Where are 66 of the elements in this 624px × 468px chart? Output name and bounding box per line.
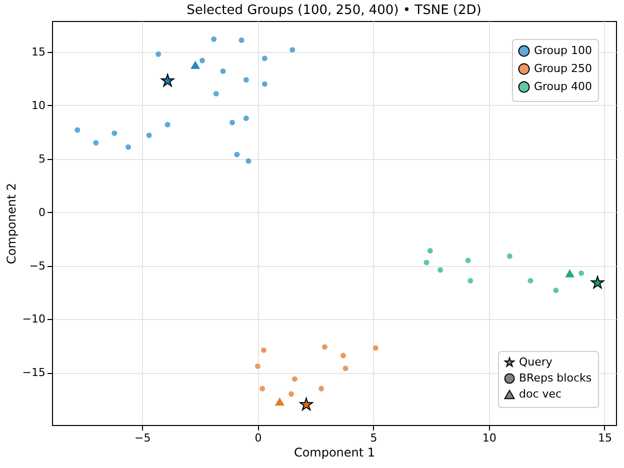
- point: [318, 386, 324, 392]
- point: [292, 376, 298, 382]
- y-tick-label: 15: [32, 45, 46, 58]
- legend-label: Group 250: [534, 62, 592, 75]
- point: [74, 127, 80, 133]
- point: [246, 158, 252, 164]
- point: [254, 363, 260, 369]
- point: [288, 391, 294, 397]
- point: [565, 269, 575, 278]
- y-tick-label: −5: [29, 259, 46, 272]
- point: [300, 398, 313, 410]
- y-tick-label: −10: [22, 312, 46, 326]
- point: [156, 51, 162, 57]
- legend-label: Group 100: [534, 44, 592, 57]
- point: [468, 278, 474, 284]
- point: [322, 344, 328, 350]
- x-axis-title: Component 1: [294, 446, 376, 460]
- x-tick-label: 0: [254, 432, 262, 444]
- point: [93, 140, 99, 146]
- point: [220, 68, 226, 74]
- point: [506, 253, 512, 259]
- point: [200, 58, 205, 64]
- point: [211, 36, 217, 42]
- point: [424, 260, 430, 266]
- y-tick-label: 5: [38, 152, 46, 166]
- y-tick-label: 10: [32, 98, 46, 112]
- point: [238, 38, 244, 43]
- point: [340, 352, 346, 358]
- y-axis-title: Component 2: [4, 182, 18, 264]
- point: [262, 56, 268, 62]
- point: [528, 278, 534, 284]
- x-tick-label: −5: [134, 432, 151, 444]
- x-tick-label: 10: [482, 432, 496, 444]
- point: [230, 120, 236, 126]
- point: [427, 248, 433, 254]
- x-tick-label: 15: [598, 432, 612, 444]
- annotation: BReps blocks: [519, 372, 592, 384]
- point: [243, 116, 249, 121]
- point: [590, 276, 604, 289]
- point: [465, 258, 471, 264]
- point: [243, 77, 249, 83]
- point: [438, 267, 444, 273]
- point: [274, 397, 284, 406]
- annotation: doc vec: [519, 388, 562, 400]
- point: [372, 345, 378, 351]
- point: [213, 90, 219, 96]
- chart-title: Selected Groups (100, 250, 400) • TSNE (2D): [186, 3, 482, 18]
- legend-label: Group 400: [534, 80, 592, 93]
- annotation: Query: [519, 356, 553, 368]
- point: [126, 144, 132, 150]
- point: [260, 347, 266, 353]
- point: [146, 132, 152, 138]
- point: [260, 386, 266, 392]
- point: [578, 270, 584, 276]
- point: [112, 130, 118, 136]
- point: [234, 152, 240, 158]
- x-tick-label: 5: [370, 432, 378, 444]
- point: [262, 81, 268, 87]
- point: [342, 366, 348, 372]
- y-tick-label: 0: [38, 206, 46, 219]
- point: [553, 288, 559, 294]
- point: [164, 122, 170, 128]
- point: [160, 74, 174, 87]
- point: [290, 47, 296, 53]
- y-tick-label: −15: [22, 366, 46, 380]
- point: [190, 60, 200, 69]
